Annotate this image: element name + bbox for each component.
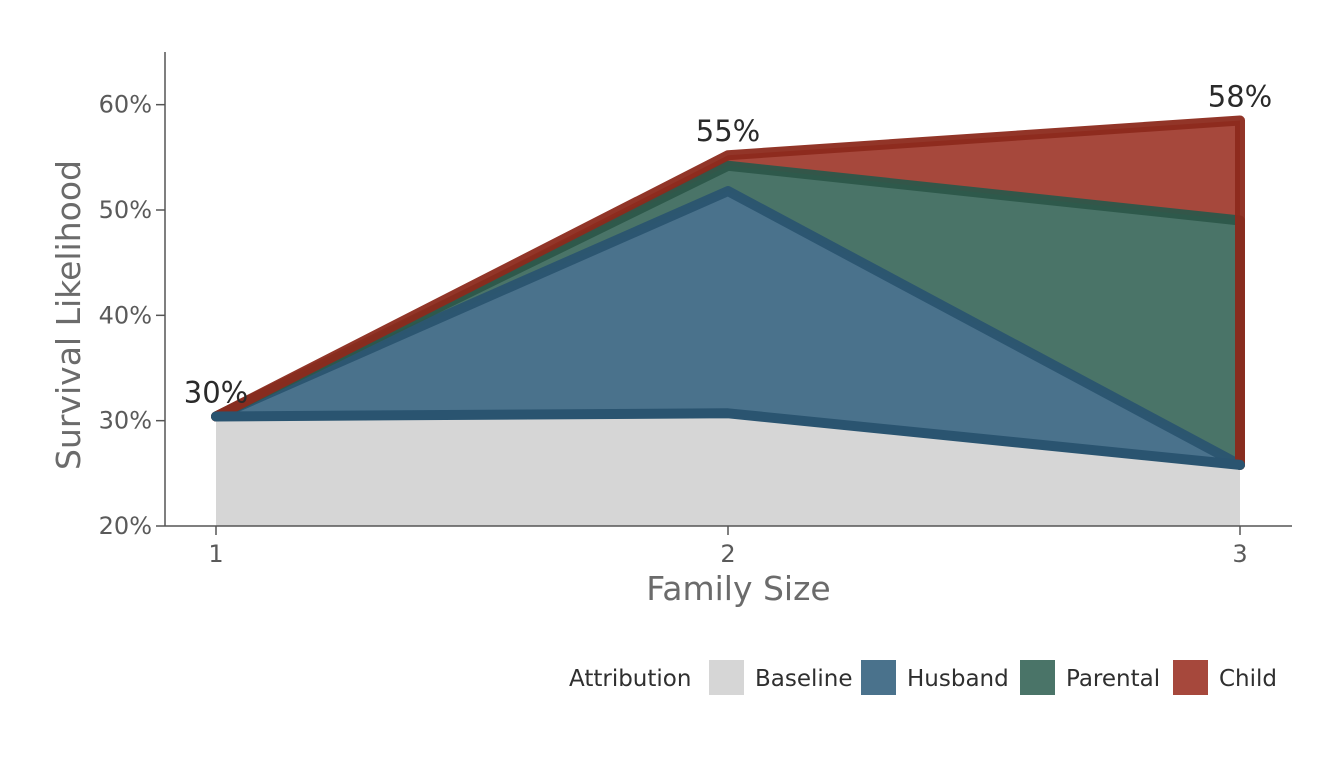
y-tick-label: 20% — [99, 512, 152, 540]
y-axis-ticks: 20% 30% 40% 50% 60% — [99, 91, 165, 540]
legend-label-baseline: Baseline — [755, 666, 853, 692]
data-labels: 30% 55% 58% — [184, 79, 1272, 409]
data-label: 30% — [184, 375, 248, 409]
outline-husband — [211, 186, 1245, 470]
legend-label-child: Child — [1219, 666, 1277, 692]
legend-title: Attribution — [569, 666, 691, 692]
x-tick-label: 1 — [208, 540, 223, 568]
legend-label-husband: Husband — [907, 666, 1009, 692]
y-axis-title: Survival Likelihood — [49, 160, 88, 470]
outline-baseline-top — [211, 408, 1245, 470]
legend-swatch-child — [1173, 660, 1208, 695]
area-layers — [216, 120, 1240, 527]
y-tick-label: 40% — [99, 301, 152, 329]
data-label: 55% — [696, 114, 760, 148]
x-tick-label: 2 — [720, 540, 735, 568]
y-tick-label: 30% — [99, 407, 152, 435]
legend-label-parental: Parental — [1066, 666, 1160, 692]
x-axis-title: Family Size — [646, 569, 830, 608]
y-tick-label: 60% — [99, 91, 152, 119]
legend-swatch-husband — [861, 660, 896, 695]
area-outlines — [211, 115, 1245, 470]
legend-swatch-baseline — [709, 660, 744, 695]
legend: Attribution Baseline Husband Parental Child — [569, 660, 1277, 695]
outline-child — [211, 115, 1245, 470]
data-label: 58% — [1208, 79, 1272, 113]
x-axis-ticks: 1 2 3 — [208, 526, 1248, 568]
legend-swatch-parental — [1020, 660, 1055, 695]
y-tick-label: 50% — [99, 196, 152, 224]
x-tick-label: 3 — [1232, 540, 1247, 568]
